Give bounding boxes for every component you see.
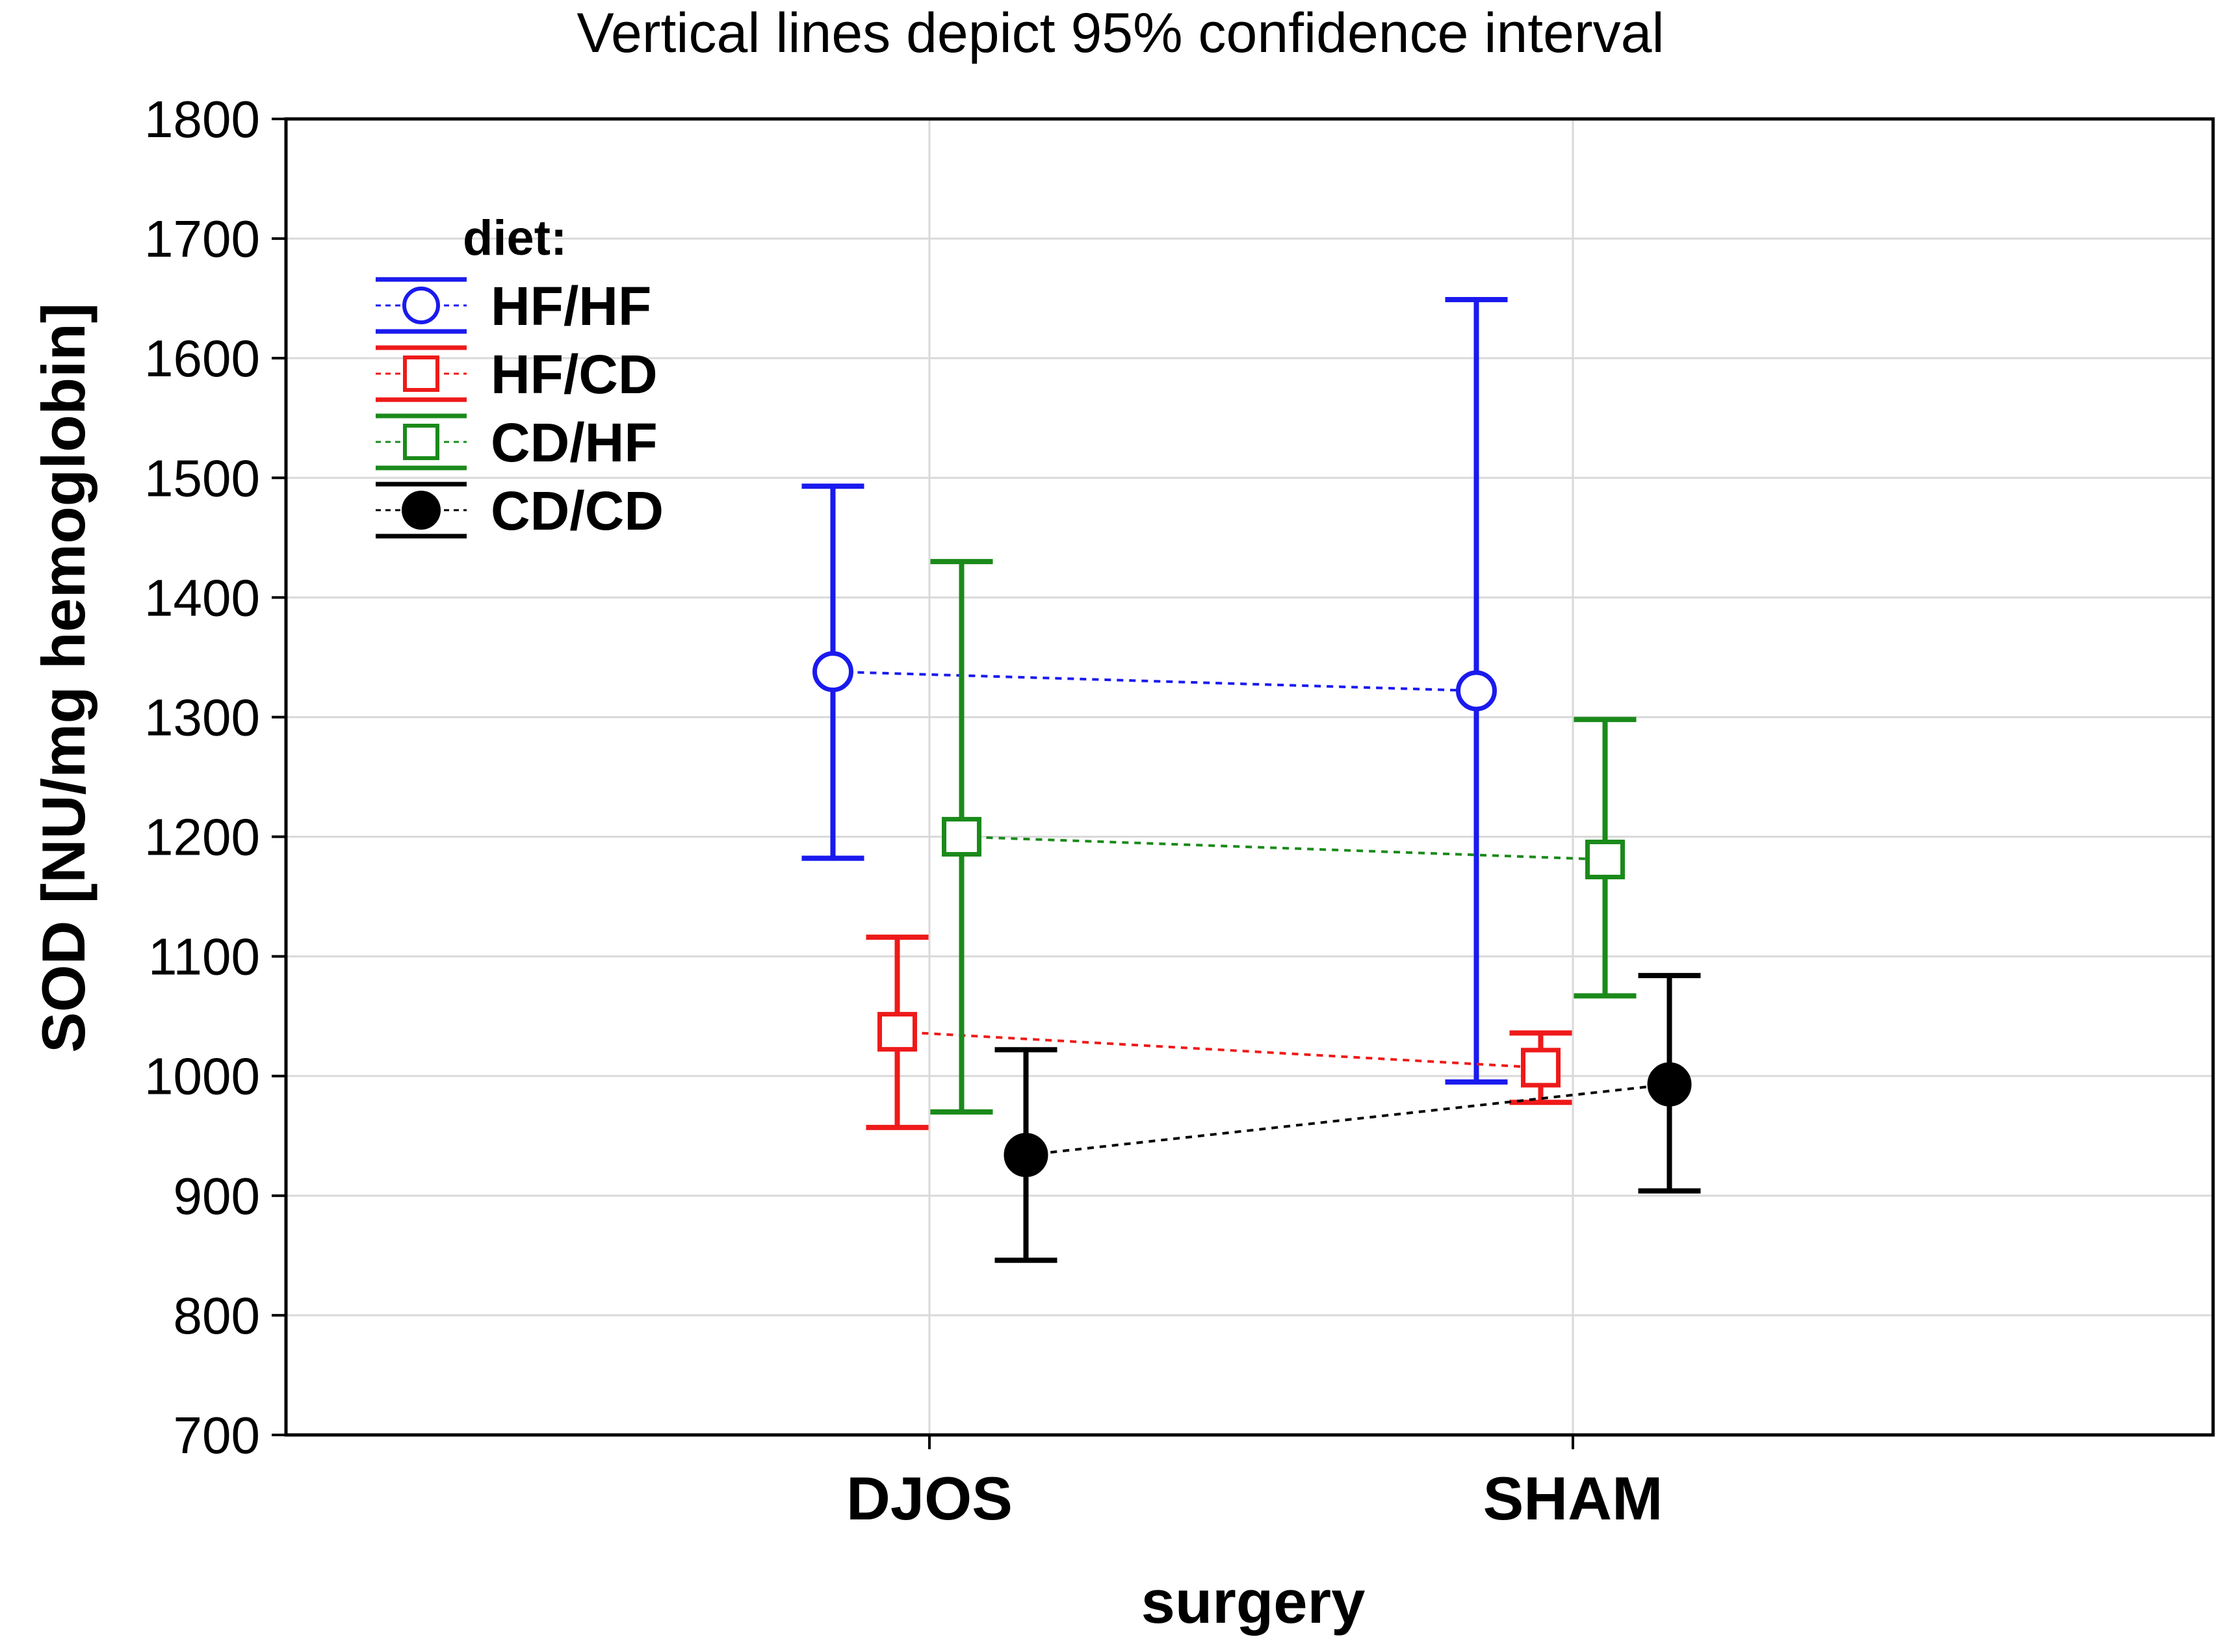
- legend-title: diet:: [463, 211, 567, 266]
- data-point: [1585, 840, 1625, 880]
- series-cd-cd: [994, 973, 1701, 1263]
- legend-marker-shape: [403, 355, 439, 392]
- grid-lines: [286, 119, 2213, 1435]
- legend-marker: [403, 355, 439, 392]
- data-point: [1647, 1062, 1692, 1107]
- y-tick-label: 1300: [144, 688, 260, 746]
- x-axis-label: surgery: [1141, 1568, 1366, 1636]
- legend: diet: HF/HF HF/CD CD/HF CD/CD: [376, 211, 664, 541]
- data-point: [1004, 1133, 1048, 1178]
- series-hf-hf: [801, 296, 1508, 1085]
- axes: 700 800 900 1000 1100 1200 1300 1400 1500 1600 170…: [144, 90, 2215, 1532]
- legend-marker-shape: [403, 424, 439, 460]
- y-tick-label: 1000: [144, 1048, 260, 1105]
- legend-label: CD/HF: [491, 412, 658, 473]
- series-connector: [897, 1030, 1541, 1069]
- data-point: [877, 1012, 917, 1052]
- legend-marker: [402, 287, 440, 324]
- y-tick-label: 800: [174, 1287, 260, 1345]
- y-axis-label: SOD [NU/mg hemoglobin]: [29, 303, 97, 1053]
- legend-marker: [402, 491, 441, 530]
- plot-frame: [284, 117, 2215, 1437]
- data-point: [1456, 670, 1497, 712]
- y-tick-label: 1400: [144, 569, 260, 626]
- y-tick-label: 1500: [144, 449, 260, 507]
- y-tick-label: 900: [174, 1167, 260, 1225]
- data-series: [801, 296, 1701, 1263]
- y-tick-label: 700: [174, 1406, 260, 1464]
- legend-entry: HF/CD: [376, 344, 658, 405]
- series-hf-cd: [866, 935, 1572, 1130]
- legend-marker-shape: [402, 491, 441, 530]
- data-point: [812, 651, 853, 692]
- y-tick-label: 1100: [148, 928, 260, 986]
- legend-entry: CD/HF: [376, 412, 658, 473]
- legend-label: HF/HF: [491, 276, 651, 337]
- legend-marker: [403, 424, 439, 460]
- legend-entry: CD/CD: [376, 480, 664, 541]
- data-point: [1521, 1048, 1561, 1088]
- y-tick-label: 1800: [144, 90, 260, 148]
- y-tick-label: 1200: [144, 808, 260, 866]
- x-category-label: DJOS: [846, 1464, 1013, 1532]
- series-connector: [1026, 1083, 1670, 1157]
- chart-title: Vertical lines depict 95% confidence int…: [577, 2, 1664, 64]
- y-tick-label: 1600: [144, 329, 260, 387]
- series-connector: [961, 835, 1605, 861]
- legend-label: CD/CD: [491, 480, 664, 541]
- x-category-label: SHAM: [1483, 1464, 1663, 1532]
- data-point: [942, 817, 981, 857]
- legend-marker-shape: [402, 287, 440, 324]
- series-connector: [833, 670, 1477, 692]
- legend-label: HF/CD: [491, 344, 658, 405]
- legend-entry: HF/HF: [376, 276, 651, 337]
- y-tick-label: 1700: [144, 210, 260, 268]
- series-cd-hf: [930, 559, 1637, 1115]
